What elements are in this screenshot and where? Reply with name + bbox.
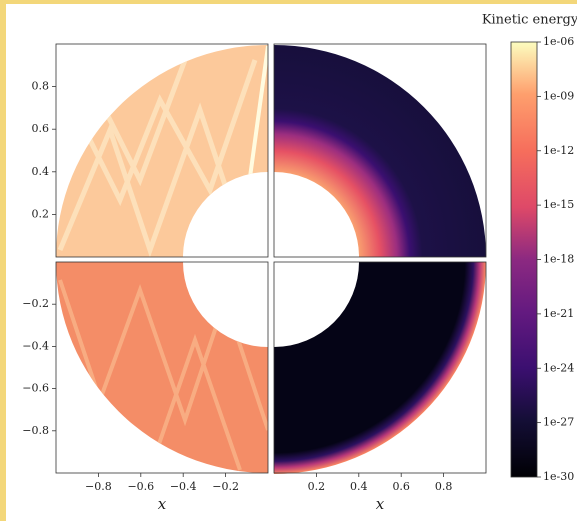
y-tick-label: −0.2 (22, 297, 49, 310)
panel-frame (55, 261, 269, 474)
panel-frame (55, 43, 269, 258)
x-tick-label: −0.2 (212, 480, 239, 493)
colorbar-label: Kinetic energy (482, 13, 577, 28)
colorbar (510, 41, 538, 478)
x-tick-label: −0.4 (170, 480, 197, 493)
colorbar-tick-label: 1e-15 (543, 198, 574, 211)
x-tick-label: 0.6 (392, 480, 410, 493)
panel-image (56, 262, 268, 473)
x-tick-label: −0.6 (127, 480, 154, 493)
y-tick-label: −0.8 (22, 424, 49, 437)
x-axis-label: x (158, 495, 167, 513)
panel-frame (273, 261, 487, 474)
colorbar-tick-label: 1e-18 (543, 253, 574, 266)
x-axis-label: x (376, 495, 385, 513)
panel-image (56, 45, 268, 257)
x-tick-label: 0.2 (308, 480, 326, 493)
frame-edge (0, 0, 6, 521)
frame-edge (0, 0, 577, 4)
y-tick-label: 0.4 (32, 165, 50, 178)
colorbar-tick-label: 1e-09 (543, 89, 574, 102)
y-tick-label: 0.6 (32, 122, 50, 135)
y-tick-label: −0.4 (22, 339, 49, 352)
panel-frame (273, 43, 487, 258)
colorbar-tick-label: 1e-06 (543, 35, 574, 48)
colorbar-tick-label: 1e-30 (543, 470, 574, 483)
y-tick-label: 0.8 (32, 80, 50, 93)
y-tick-label: 0.2 (32, 207, 50, 220)
x-tick-label: 0.4 (350, 480, 368, 493)
panel-image (274, 262, 486, 474)
x-tick-label: −0.8 (85, 480, 112, 493)
colorbar-tick-label: 1e-24 (543, 361, 574, 374)
y-tick-label: −0.6 (22, 382, 49, 395)
panel-image (274, 45, 486, 257)
colorbar-tick-label: 1e-21 (543, 307, 574, 320)
x-tick-label: 0.8 (435, 480, 453, 493)
colorbar-tick-label: 1e-12 (543, 144, 574, 157)
colorbar-tick-label: 1e-27 (543, 416, 574, 429)
